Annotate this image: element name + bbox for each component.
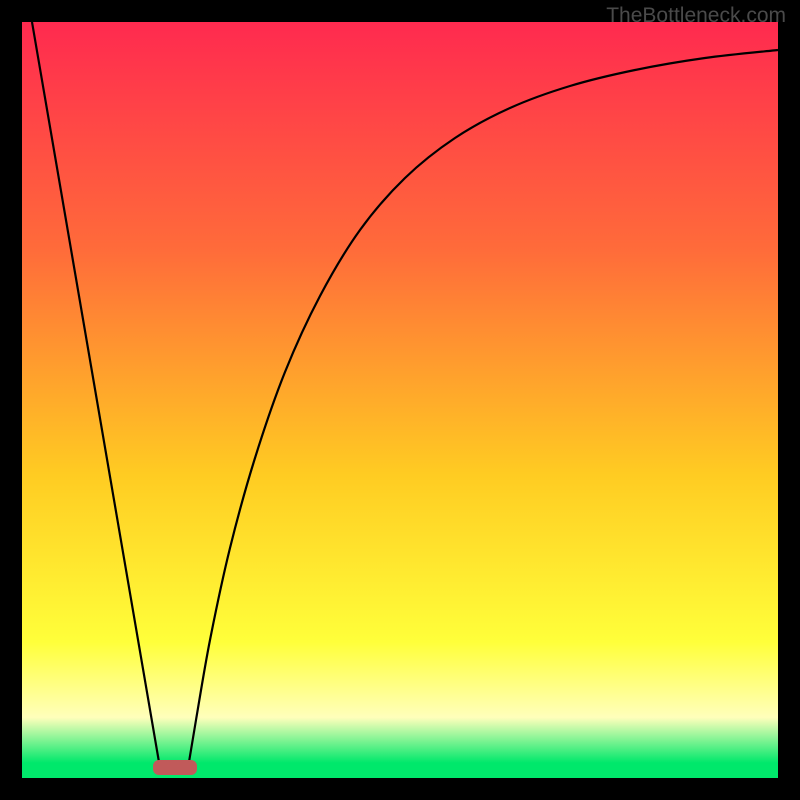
frame-border-right [778,0,800,800]
frame-border-left [0,0,22,800]
watermark-text: TheBottleneck.com [606,4,786,28]
chart-frame: TheBottleneck.com [0,0,800,800]
frame-border-bottom [0,778,800,800]
trough-marker [153,760,197,775]
plot-area [22,22,778,778]
